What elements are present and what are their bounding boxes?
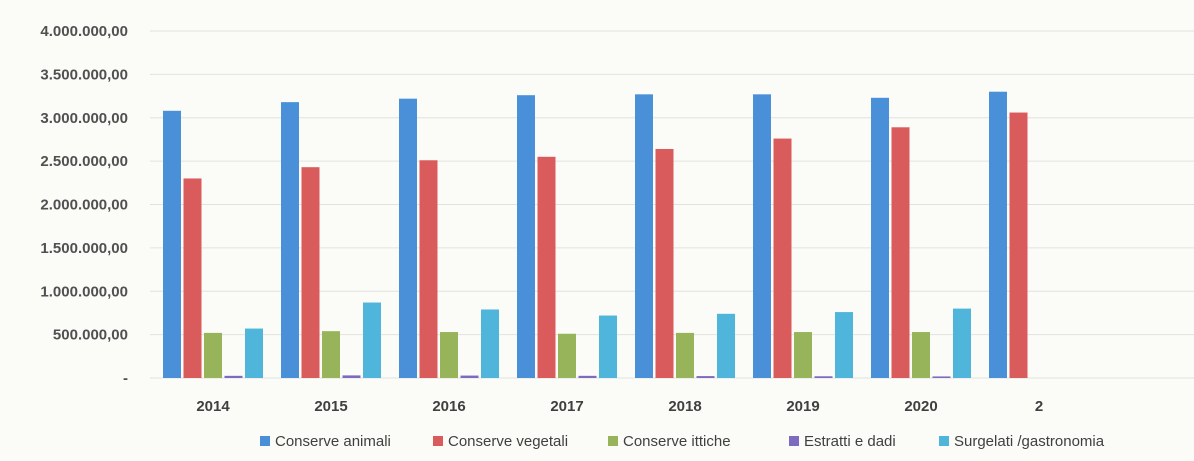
y-axis-tick-labels: - 500.000,00 1.000.000,00 1.500.000,00 2.000… [40,23,128,387]
bar-conserve-animali-2018 [635,94,653,378]
legend-item: Surgelati /gastronomia [939,433,1105,450]
legend-label: Conserve vegetali [448,433,568,450]
legend-label: Estratti e dadi [804,433,896,450]
bar-estratti-e-dadi-2017 [578,375,597,378]
bar-surgelati-gastronomia-2014 [245,328,263,378]
bar-estratti-e-dadi-2014 [224,375,243,378]
x-tick-label: 2015 [314,398,347,415]
y-tick-label: 2.000.000,00 [40,197,128,214]
bar-surgelati-gastronomia-2019 [835,312,853,378]
bar-conserve-ittiche-2018 [676,332,694,378]
bar-conserve-vegetali-2020 [891,127,910,378]
bar-estratti-e-dadi-2020 [932,376,951,378]
legend-swatch [433,436,443,446]
x-tick-label: 2 [1035,398,1043,415]
legend-swatch [608,436,618,446]
bar-conserve-animali-2017 [517,95,535,378]
x-axis-tick-labels: 2014 2015 2016 2017 2018 2019 2020 2 [196,398,1043,415]
x-tick-label: 2016 [432,398,465,415]
bar-surgelati-gastronomia-2015 [363,302,381,378]
bar-conserve-ittiche-2019 [794,332,812,378]
bar-conserve-animali-2014 [163,110,181,378]
bar-estratti-e-dadi-2016 [460,375,479,378]
legend-swatch [939,436,949,446]
y-tick-label: 3.000.000,00 [40,110,128,127]
bar-estratti-e-dadi-2019 [814,376,833,378]
bar-conserve-vegetali-2 [1009,112,1028,379]
legend-swatch [260,436,270,446]
bar-surgelati-gastronomia-2020 [953,308,971,378]
bar-conserve-animali-2015 [281,102,299,378]
legend-label: Surgelati /gastronomia [954,433,1105,450]
legend-item: Estratti e dadi [789,433,896,450]
y-tick-label: 1.000.000,00 [40,283,128,300]
legend-label: Conserve animali [275,433,391,450]
bar-conserve-ittiche-2017 [558,333,576,378]
bar-conserve-animali-2016 [399,98,417,378]
bar-surgelati-gastronomia-2016 [481,309,499,378]
bar-conserve-vegetali-2014 [183,178,202,378]
bar-conserve-ittiche-2015 [322,331,340,378]
x-tick-label: 2019 [786,398,819,415]
bar-conserve-vegetali-2017 [537,156,556,378]
bar-conserve-animali-2019 [753,94,771,378]
y-tick-label: 4.000.000,00 [40,23,128,40]
bar-conserve-vegetali-2016 [419,160,438,378]
legend-item: Conserve animali [260,433,391,450]
x-tick-label: 2017 [550,398,583,415]
bar-surgelati-gastronomia-2018 [717,313,735,378]
y-tick-label: - [123,370,128,387]
legend-swatch [789,436,799,446]
x-tick-label: 2020 [904,398,937,415]
y-tick-label: 500.000,00 [53,327,128,344]
x-tick-label: 2018 [668,398,701,415]
bar-conserve-vegetali-2018 [655,148,674,378]
bar-conserve-animali-2 [989,91,1007,378]
bar-conserve-ittiche-2016 [440,332,458,378]
bar-conserve-vegetali-2019 [773,138,792,378]
bar-conserve-ittiche-2014 [204,332,222,378]
legend-item: Conserve ittiche [608,433,731,450]
y-tick-label: 3.500.000,00 [40,66,128,83]
y-tick-label: 1.500.000,00 [40,240,128,257]
legend: Conserve animali Conserve vegetali Conserv… [260,433,1105,450]
bars [163,91,1028,379]
bar-estratti-e-dadi-2015 [342,375,361,378]
bar-conserve-ittiche-2020 [912,332,930,378]
y-tick-label: 2.500.000,00 [40,153,128,170]
bar-surgelati-gastronomia-2017 [599,315,617,378]
legend-item: Conserve vegetali [433,433,568,450]
bar-conserve-vegetali-2015 [301,167,320,378]
bar-estratti-e-dadi-2018 [696,376,715,378]
bar-conserve-animali-2020 [871,97,889,379]
x-tick-label: 2014 [196,398,230,415]
legend-label: Conserve ittiche [623,433,731,450]
